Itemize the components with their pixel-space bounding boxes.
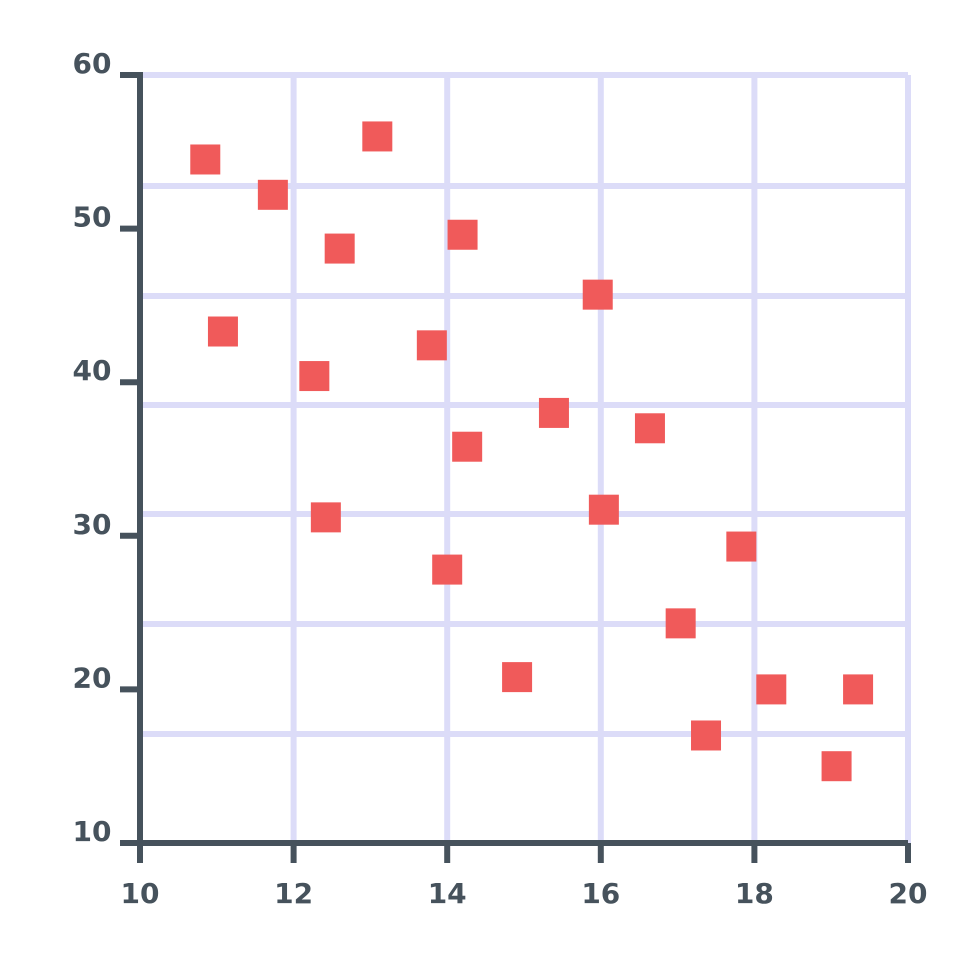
point (502, 662, 533, 693)
x-tick-label: 20 (889, 877, 928, 910)
point (452, 431, 483, 462)
point (416, 330, 447, 361)
point (310, 502, 341, 533)
plot (190, 121, 874, 782)
x-tick-label: 12 (274, 877, 313, 910)
point (582, 279, 613, 310)
point (538, 397, 569, 428)
ticks: 10 12 14 16 18 20 10 20 30 40 50 60 (73, 47, 928, 910)
point (447, 219, 478, 250)
x-tick-label: 10 (121, 877, 160, 910)
point (432, 554, 463, 585)
axes (137, 72, 908, 846)
y-tick-label: 50 (73, 201, 112, 234)
y-tick-label: 30 (73, 508, 112, 541)
point (190, 144, 221, 175)
grid-decor (140, 72, 908, 737)
point (362, 121, 393, 152)
y-tick-label: 10 (73, 815, 112, 848)
point (756, 674, 787, 705)
x-tick-label: 14 (428, 877, 467, 910)
point (324, 233, 355, 264)
point (843, 674, 874, 705)
point (588, 494, 619, 525)
y-tick-label: 20 (73, 661, 112, 694)
point (634, 413, 665, 444)
point (299, 361, 330, 392)
x-tick-label: 16 (581, 877, 620, 910)
grid (290, 75, 911, 843)
point (257, 179, 288, 210)
y-tick-label: 40 (73, 354, 112, 387)
point (726, 531, 757, 562)
point (207, 316, 238, 347)
point (691, 720, 722, 751)
point (665, 608, 696, 639)
y-tick-label: 60 (73, 47, 112, 80)
x-tick-label: 18 (735, 877, 774, 910)
point (821, 751, 852, 782)
